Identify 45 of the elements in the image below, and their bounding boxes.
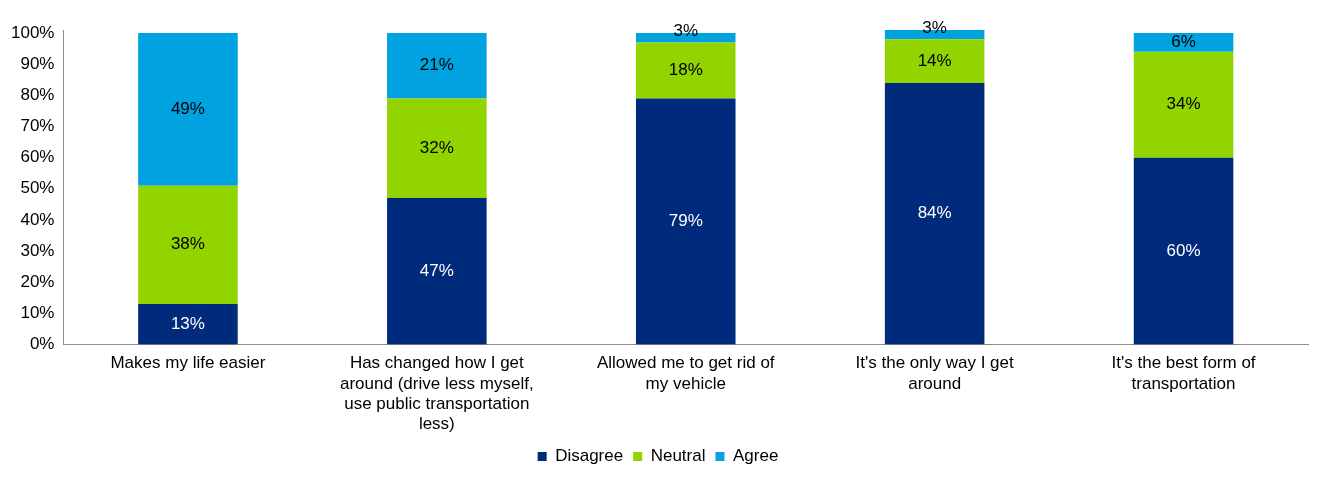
- data-label: 14%: [917, 50, 952, 70]
- bar: [387, 198, 487, 345]
- legend-label: Disagree: [555, 446, 624, 466]
- x-tick-label: Makes my life easier: [110, 353, 266, 373]
- data-label: 84%: [917, 203, 952, 223]
- legend-label: Agree: [732, 446, 779, 466]
- data-label: 21%: [419, 55, 454, 75]
- bar: [387, 98, 487, 199]
- bar: [635, 42, 736, 99]
- data-label: 79%: [668, 211, 703, 231]
- y-tick-label: 30%: [20, 240, 55, 260]
- bar: [884, 39, 985, 83]
- bar: [1133, 33, 1234, 52]
- bar: [138, 303, 238, 345]
- bar: [884, 82, 985, 345]
- y-tick-label: 0%: [29, 334, 55, 354]
- x-tick-label: It's the best form of transportation: [1111, 353, 1256, 393]
- y-tick-label: 40%: [20, 209, 55, 229]
- bar: [138, 185, 238, 304]
- data-label: 34%: [1166, 94, 1201, 114]
- x-tick-label: Allowed me to get rid of my vehicle: [596, 353, 775, 393]
- legend-label: Neutral: [650, 446, 706, 466]
- data-label: 18%: [668, 60, 703, 80]
- y-tick-label: 90%: [20, 53, 55, 73]
- data-label: 60%: [1166, 240, 1201, 260]
- y-tick-label: 60%: [20, 147, 55, 167]
- x-tick-label: It's the only way I get around: [855, 353, 1015, 393]
- bar: [635, 98, 736, 345]
- y-tick-label: 70%: [20, 116, 55, 136]
- bar: [1133, 51, 1234, 158]
- bar: [1133, 157, 1234, 345]
- data-label: 13%: [170, 313, 205, 333]
- data-label: 38%: [170, 234, 205, 254]
- y-tick-label: 80%: [20, 85, 55, 105]
- x-tick-label: Has changed how I get around (drive less myself, use public transportation less): [339, 353, 534, 434]
- data-label: 6%: [1171, 32, 1196, 52]
- y-tick-label: 10%: [20, 302, 55, 322]
- y-tick-label: 20%: [20, 271, 55, 291]
- bar: [138, 33, 238, 186]
- data-label: 32%: [419, 137, 454, 157]
- bar: [387, 33, 487, 99]
- y-tick-label: 50%: [20, 178, 55, 198]
- y-tick-label: 100%: [11, 22, 55, 42]
- data-label: 47%: [419, 260, 454, 280]
- data-label: 49%: [170, 99, 205, 119]
